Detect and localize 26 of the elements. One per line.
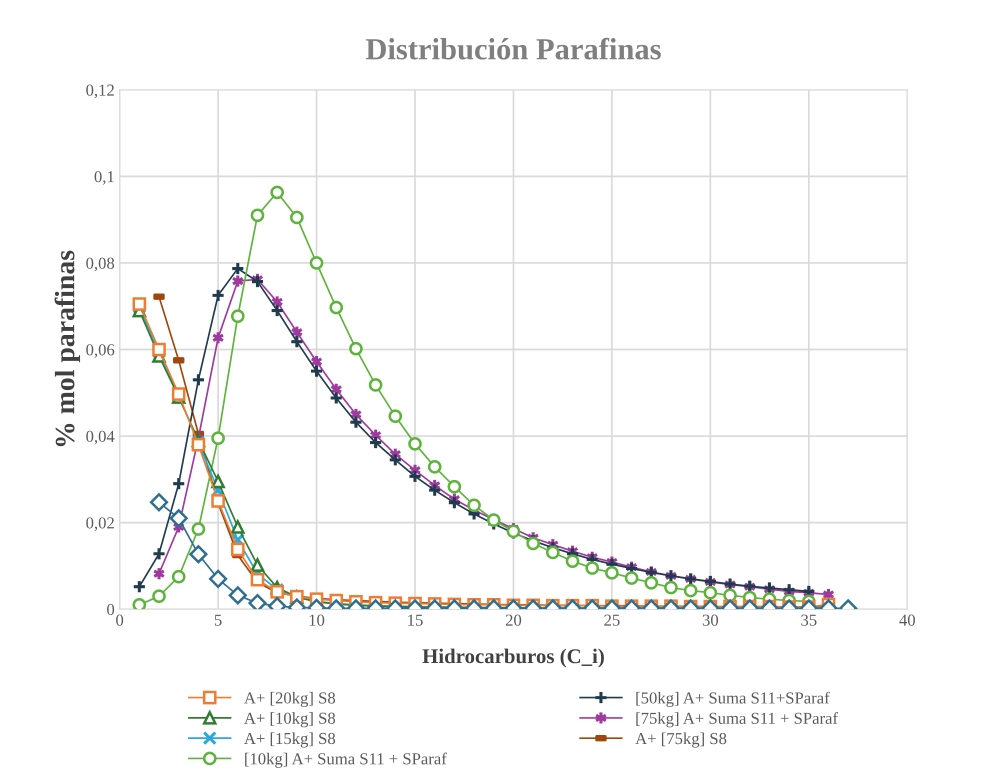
chart-title: Distribución Parafinas — [366, 38, 661, 60]
x-tick-label: 10 — [310, 614, 324, 626]
x-tick-label: 30 — [702, 614, 718, 626]
y-tick-label: 0 — [107, 604, 114, 616]
y-axis-title: % mol parafinas — [54, 250, 80, 446]
y-tick-label: 0,08 — [86, 258, 114, 272]
legend-label: A+ [15kg] S8 — [244, 732, 336, 748]
y-tick-label: 0,02 — [86, 517, 114, 531]
legend-label: [75kg] A+ Suma S11 + SParaf — [636, 712, 838, 728]
x-tick-label: 0 — [116, 614, 124, 626]
x-tick-label: 20 — [506, 614, 522, 626]
legend-label: A+ [75kg] S8 — [635, 732, 726, 748]
y-tick-label: 0,06 — [86, 344, 114, 358]
x-tick-label: 35 — [801, 614, 816, 626]
x-tick-label: 15 — [408, 614, 423, 626]
legend-label: A+ [10kg] S8 — [244, 712, 336, 728]
x-tick-label: 40 — [899, 614, 915, 626]
legend-label: A+ [20kg] S8 — [244, 692, 336, 708]
legend-label: [50kg] A+ Suma S11+SParaf — [636, 692, 830, 708]
legend-label: [10kg] A+ Suma S11 + SParaf — [245, 752, 447, 768]
y-tick-label: 0,04 — [86, 430, 115, 444]
x-axis-title: Hidrocarburos (C_i) — [422, 648, 604, 668]
x-tick-label: 5 — [214, 614, 222, 626]
y-tick-label: 0,12 — [86, 84, 114, 98]
y-tick-label: 0,1 — [94, 171, 114, 185]
x-tick-label: 25 — [604, 614, 620, 626]
